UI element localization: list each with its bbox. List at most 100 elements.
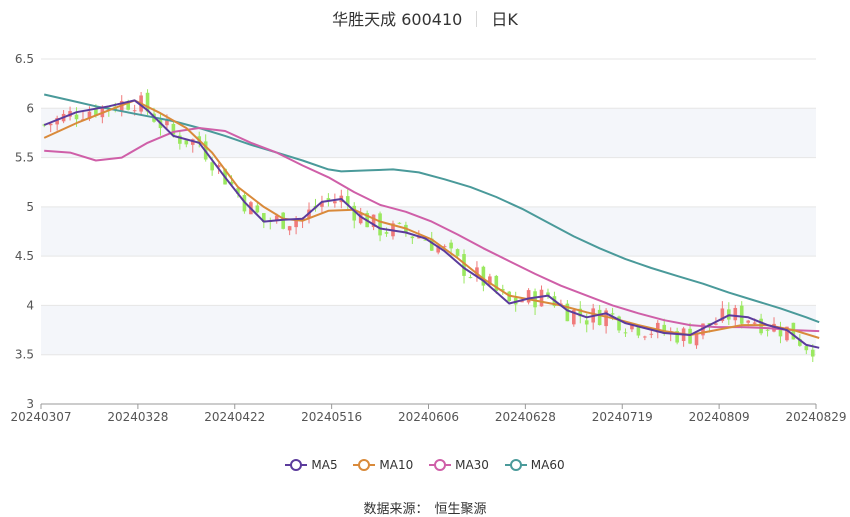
candle-down — [765, 329, 770, 331]
legend-ma5-label: MA5 — [311, 458, 338, 472]
candle-down — [778, 327, 783, 337]
candle-down — [688, 328, 692, 344]
legend-ma10-label: MA10 — [379, 458, 414, 472]
y-tick-label: 4.5 — [15, 249, 34, 263]
candlestick-chart: 3 3.5 4 4.5 5 5.5 6 6.5 20240307 20240328 20240422… — [10, 52, 846, 424]
x-tick-label: 20240719 — [592, 410, 653, 424]
candle-down — [798, 338, 802, 346]
candle-down — [494, 275, 499, 291]
candle-down — [145, 92, 150, 112]
legend-ma10-icon — [353, 459, 376, 471]
legend-ma30-icon — [429, 459, 452, 471]
candle-down — [74, 114, 79, 120]
candle-down — [584, 320, 589, 325]
candle-up — [48, 123, 53, 126]
x-tick-label: 20240628 — [495, 410, 556, 424]
y-tick-label: 5.5 — [15, 151, 34, 165]
candle-down — [610, 313, 615, 315]
candle-up — [694, 333, 699, 346]
candle-down — [410, 236, 415, 239]
candle-down — [281, 212, 285, 229]
stock-name-code: 华胜天成 600410 — [332, 10, 463, 29]
candle-down — [481, 266, 486, 286]
legend-ma60-icon — [504, 459, 527, 471]
candle-down — [210, 162, 214, 171]
candle-down — [352, 205, 357, 221]
x-tick-label: 20240606 — [398, 410, 459, 424]
candle-up — [274, 215, 279, 221]
candle-up — [371, 214, 376, 228]
grid-band — [41, 206, 816, 257]
grid-band — [41, 305, 816, 355]
candle-down — [739, 305, 744, 324]
candle-up — [55, 117, 59, 125]
candle-down — [94, 107, 98, 116]
source-name: 恒生聚源 — [434, 502, 487, 517]
candle-down — [236, 188, 240, 194]
chart-legend: MA5 MA10 MA30 MA60 — [0, 458, 850, 472]
y-tick-label: 5 — [26, 200, 34, 214]
candle-down — [597, 309, 602, 326]
candle-down — [255, 205, 260, 213]
legend-ma30[interactable]: MA30 — [429, 458, 489, 472]
candle-up — [294, 220, 298, 228]
candle-down — [636, 327, 641, 336]
candle-up — [733, 307, 738, 321]
legend-ma60[interactable]: MA60 — [504, 458, 565, 472]
candle-up — [752, 322, 757, 324]
legend-ma5[interactable]: MA5 — [285, 458, 338, 472]
candle-down — [468, 277, 473, 279]
candle-down — [449, 242, 453, 249]
x-tick-label: 20240422 — [204, 410, 265, 424]
x-tick-label: 20240809 — [689, 410, 750, 424]
source-label: 数据来源： — [363, 502, 429, 517]
candle-up — [333, 201, 337, 204]
candle-up — [436, 246, 440, 253]
y-tick-label: 6.5 — [15, 52, 34, 66]
candle-down — [423, 239, 428, 241]
candle-up — [132, 110, 137, 112]
candle-down — [184, 140, 189, 145]
candle-up — [649, 333, 654, 335]
candle-up — [320, 201, 324, 207]
ma5-line — [43, 99, 820, 349]
candle-up — [87, 111, 92, 119]
candle-down — [455, 249, 460, 256]
x-tick-label: 20240829 — [785, 410, 846, 424]
candle-up — [655, 322, 660, 333]
candle-down — [546, 292, 550, 297]
candle-up — [630, 324, 634, 330]
candle-up — [287, 226, 292, 231]
legend-ma30-label: MA30 — [455, 458, 489, 472]
candle-up — [714, 323, 718, 325]
candle-up — [604, 310, 608, 327]
candle-down — [126, 103, 130, 110]
candle-down — [229, 181, 234, 185]
chart-title: 华胜天成 600410 日K — [0, 6, 850, 30]
y-tick-label: 4 — [26, 298, 34, 312]
candle-down — [565, 303, 570, 322]
y-tick-label: 6 — [26, 101, 34, 115]
candle-down — [662, 324, 667, 334]
period-label[interactable]: 日K — [491, 10, 518, 29]
candle-down — [623, 332, 628, 334]
data-source: 数据来源： 恒生聚源 — [0, 498, 850, 517]
candle-down — [345, 196, 350, 205]
candle-up — [526, 290, 531, 303]
legend-ma5-icon — [285, 459, 308, 471]
candle-down — [171, 123, 176, 135]
candle-up — [358, 213, 363, 224]
legend-ma60-label: MA60 — [530, 458, 565, 472]
ma30-line — [44, 127, 820, 333]
candle-up — [488, 276, 492, 285]
candle-up — [475, 267, 479, 277]
candle-up — [417, 237, 421, 239]
grid-band — [41, 108, 816, 158]
candle-up — [785, 326, 789, 341]
candle-up — [643, 336, 647, 338]
candle-up — [539, 289, 544, 307]
candle-down — [262, 213, 266, 223]
legend-ma10[interactable]: MA10 — [353, 458, 413, 472]
candle-up — [520, 301, 524, 303]
candle-down — [617, 316, 621, 331]
